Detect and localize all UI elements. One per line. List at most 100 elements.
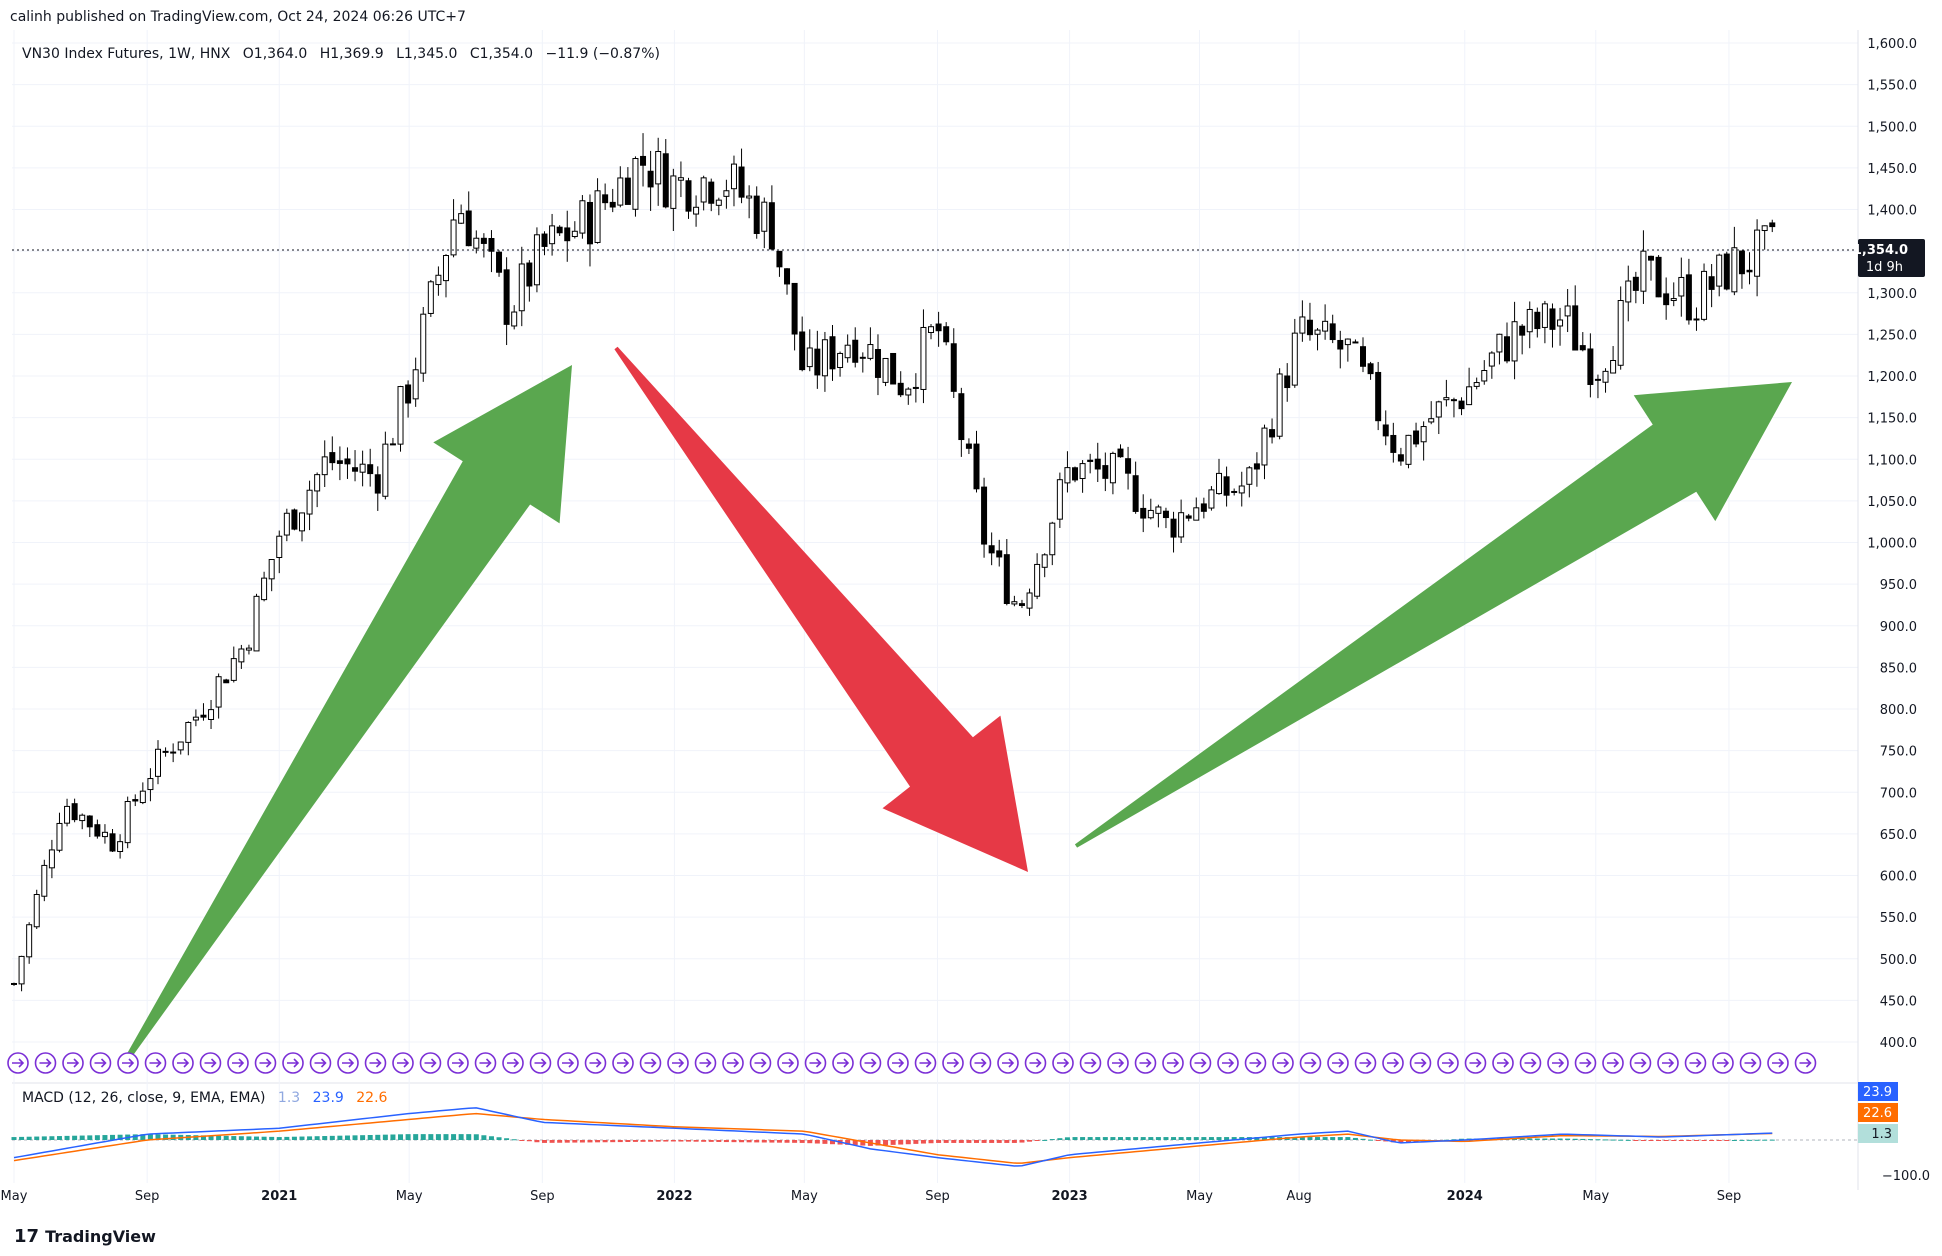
candle — [814, 330, 821, 389]
time-tick-label: Sep — [530, 1189, 555, 1204]
event-marker-icon[interactable] — [1189, 1052, 1212, 1074]
event-marker-icon[interactable] — [1464, 1052, 1487, 1074]
macd-value-badge — [1858, 1082, 1898, 1101]
candle-body — [1109, 452, 1116, 484]
event-marker-icon[interactable] — [89, 1052, 112, 1074]
event-marker-icon[interactable] — [722, 1052, 744, 1074]
event-marker-icon[interactable] — [1134, 1052, 1157, 1074]
candle — [117, 834, 124, 859]
event-marker-icon[interactable] — [1244, 1052, 1267, 1074]
event-marker-icon[interactable] — [474, 1052, 497, 1074]
event-marker-icon[interactable] — [392, 1052, 414, 1074]
event-marker-icon[interactable] — [254, 1052, 277, 1074]
event-marker-icon[interactable] — [584, 1052, 607, 1074]
candle-body — [1269, 429, 1276, 438]
event-marker-icon[interactable] — [7, 1052, 29, 1074]
macd-histogram-bar — [1769, 1139, 1775, 1141]
price-tick-label: 1,200.0 — [1867, 370, 1917, 385]
event-marker-icon[interactable] — [694, 1052, 717, 1074]
event-marker-icon[interactable] — [309, 1052, 332, 1074]
event-marker-icon[interactable] — [1712, 1052, 1734, 1074]
event-marker-arrow — [1304, 1058, 1317, 1068]
event-marker-icon[interactable] — [1217, 1052, 1239, 1074]
event-marker-icon[interactable] — [282, 1052, 304, 1074]
macd-histogram-bar — [1603, 1139, 1609, 1141]
candle — [56, 812, 63, 853]
event-marker-icon[interactable] — [1492, 1052, 1514, 1074]
event-marker-arrow — [1057, 1058, 1070, 1068]
event-marker-icon[interactable] — [1162, 1052, 1184, 1074]
event-marker-icon[interactable] — [1354, 1052, 1377, 1074]
event-marker-icon[interactable] — [1107, 1052, 1129, 1074]
event-marker-icon[interactable] — [1767, 1052, 1789, 1074]
candle-body — [48, 849, 55, 869]
macd-histogram-bar — [276, 1137, 282, 1140]
event-marker-icon[interactable] — [227, 1052, 249, 1074]
tradingview-brand[interactable]: 17 TradingView — [14, 1226, 156, 1247]
event-marker-icon[interactable] — [777, 1052, 799, 1074]
candle — [806, 329, 813, 372]
event-marker-icon[interactable] — [337, 1052, 359, 1074]
event-marker-icon[interactable] — [1024, 1052, 1047, 1074]
candle-body — [715, 199, 722, 206]
event-marker-icon[interactable] — [1272, 1052, 1294, 1074]
event-marker-icon[interactable] — [1629, 1052, 1652, 1074]
candle — [1291, 318, 1298, 388]
event-marker-icon[interactable] — [887, 1052, 909, 1074]
event-marker-icon[interactable] — [914, 1052, 937, 1074]
price-tick-label: 1,500.0 — [1867, 120, 1917, 135]
event-marker-icon[interactable] — [1602, 1052, 1624, 1074]
event-marker-icon[interactable] — [1327, 1052, 1349, 1074]
event-marker-icon[interactable] — [804, 1052, 827, 1074]
macd-histogram-bar — [163, 1134, 169, 1140]
event-marker-icon[interactable] — [1519, 1052, 1542, 1074]
event-marker-icon[interactable] — [1382, 1052, 1404, 1074]
macd-histogram-bar — [913, 1140, 919, 1144]
candle — [1602, 368, 1609, 393]
event-marker-icon[interactable] — [1079, 1052, 1102, 1074]
event-marker-icon[interactable] — [199, 1052, 222, 1074]
event-marker-icon[interactable] — [832, 1052, 854, 1074]
event-marker-icon[interactable] — [172, 1052, 194, 1074]
candle — [715, 197, 722, 216]
event-marker-icon[interactable] — [1547, 1052, 1569, 1074]
event-marker-icon[interactable] — [419, 1052, 442, 1074]
event-marker-icon[interactable] — [1794, 1052, 1817, 1074]
time-tick-label: May — [1, 1189, 28, 1204]
event-marker-icon[interactable] — [612, 1052, 634, 1074]
event-marker-icon[interactable] — [117, 1052, 139, 1074]
event-marker-icon[interactable] — [1052, 1052, 1074, 1074]
candle-body — [1102, 465, 1109, 479]
event-marker-icon[interactable] — [502, 1052, 524, 1074]
event-marker-icon[interactable] — [1574, 1052, 1597, 1074]
event-marker-icon[interactable] — [942, 1052, 964, 1074]
event-marker-icon[interactable] — [364, 1052, 387, 1074]
event-marker-icon[interactable] — [529, 1052, 552, 1074]
event-marker-icon[interactable] — [969, 1052, 992, 1074]
event-marker-icon[interactable] — [62, 1052, 84, 1074]
event-marker-icon[interactable] — [144, 1052, 167, 1074]
macd-histogram-bar — [1004, 1140, 1010, 1143]
macd-axis[interactable]: 23.9 22.6 1.3 −100.0 — [1858, 1082, 1930, 1184]
event-marker-icon[interactable] — [859, 1052, 882, 1074]
legend-line: VN30 Index Futures, 1W, HNX O1,364.0 H1,… — [22, 46, 660, 62]
time-axis[interactable]: May Sep 2021 May Sep 2022 May Sep 2023 May Aug 2024… — [1, 1189, 1742, 1204]
event-marker-icon[interactable] — [447, 1052, 469, 1074]
event-marker-icon[interactable] — [1299, 1052, 1322, 1074]
time-tick-label: May — [1186, 1189, 1213, 1204]
event-marker-icon[interactable] — [997, 1052, 1019, 1074]
macd-histogram-bar — [579, 1140, 585, 1143]
event-marker-icon[interactable] — [1409, 1052, 1432, 1074]
candle-body — [708, 181, 715, 204]
price-axis[interactable]: 1,600.01,550.01,500.01,450.01,400.01,350… — [1867, 37, 1917, 1051]
event-marker-icon[interactable] — [1437, 1052, 1459, 1074]
event-marker-icon[interactable] — [667, 1052, 689, 1074]
event-marker-icon[interactable] — [1739, 1052, 1762, 1074]
event-marker-icon[interactable] — [34, 1052, 57, 1074]
event-marker-icon[interactable] — [1684, 1052, 1707, 1074]
event-marker-icon[interactable] — [639, 1052, 662, 1074]
event-marker-icon[interactable] — [1657, 1052, 1679, 1074]
event-marker-icon[interactable] — [557, 1052, 579, 1074]
event-marker-icon[interactable] — [749, 1052, 772, 1074]
